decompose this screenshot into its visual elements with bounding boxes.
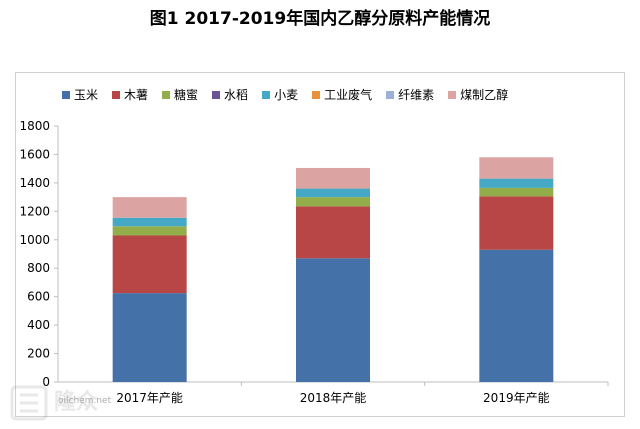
bar-1-7: [296, 167, 370, 189]
y-tick-label-1: 200: [27, 347, 50, 361]
legend-item-4: 小麦: [262, 86, 298, 103]
y-tick-label-7: 1400: [19, 176, 50, 190]
bar-1-2: [296, 197, 370, 207]
bar-2-2: [479, 187, 554, 197]
y-tick-label-0: 0: [42, 375, 50, 389]
legend-swatch-1: [112, 90, 121, 99]
watermark-text: oilchem.net: [58, 396, 112, 406]
legend-item-5: 工业废气: [312, 86, 372, 103]
legend-label-3: 水稻: [224, 88, 249, 102]
legend-swatch-0: [62, 90, 70, 99]
bar-2-4: [479, 178, 554, 188]
y-tick-label-6: 1200: [19, 204, 50, 218]
bar-1-4: [296, 188, 370, 198]
bar-2-1: [479, 196, 554, 250]
legend-item-6: 纤维素: [386, 86, 434, 103]
legend-item-3: 水稻: [212, 86, 248, 103]
legend-label-0: 玉米: [74, 88, 99, 102]
x-tick-label-0: 2017年产能: [116, 391, 183, 405]
legend-item-1: 木薯: [112, 86, 148, 103]
bar-0-0: [112, 293, 187, 382]
bar-0-1: [112, 235, 187, 294]
y-tick-label-2: 400: [27, 318, 50, 332]
y-tick-label-9: 1800: [19, 119, 50, 133]
legend-swatch-6: [386, 90, 395, 99]
legend-label-7: 煤制乙醇: [460, 88, 509, 102]
bar-0-7: [112, 197, 187, 218]
bar-0-2: [112, 226, 187, 236]
legend-swatch-7: [448, 90, 457, 99]
legend-label-4: 小麦: [274, 88, 299, 102]
bar-2-0: [479, 249, 554, 382]
chart-legend: 玉米 木薯 糖蜜 水稻 小麦 工业废气 纤维素 煤制乙醇: [62, 86, 508, 103]
bar-1-1: [296, 206, 370, 259]
y-tick-label-5: 1000: [19, 233, 50, 247]
legend-swatch-4: [262, 90, 271, 99]
x-tick-label-2: 2019年产能: [483, 391, 550, 405]
svg-text:隆众: 隆众: [54, 390, 98, 415]
x-tick-label-1: 2018年产能: [300, 391, 367, 405]
chart-title: 图1 2017-2019年国内乙醇分原料产能情况: [149, 9, 491, 29]
watermark-logo: 隆众: [10, 385, 98, 421]
y-tick-label-8: 1600: [19, 147, 50, 161]
legend-label-1: 木薯: [124, 88, 149, 102]
legend-label-5: 工业废气: [324, 88, 373, 102]
y-tick-label-4: 800: [27, 261, 50, 275]
y-tick-label-3: 600: [27, 290, 50, 304]
legend-swatch-3: [212, 90, 221, 99]
bar-2-7: [479, 157, 554, 179]
legend-label-6: 纤维素: [398, 88, 435, 102]
bar-1-0: [296, 258, 370, 382]
bar-0-4: [112, 217, 187, 227]
legend-item-0: 玉米: [62, 86, 98, 103]
legend-item-7: 煤制乙醇: [448, 86, 508, 103]
legend-label-2: 糖蜜: [174, 88, 199, 102]
legend-swatch-5: [312, 90, 321, 99]
legend-item-2: 糖蜜: [162, 86, 198, 103]
chart-frame: [15, 72, 625, 417]
legend-swatch-2: [162, 90, 171, 99]
